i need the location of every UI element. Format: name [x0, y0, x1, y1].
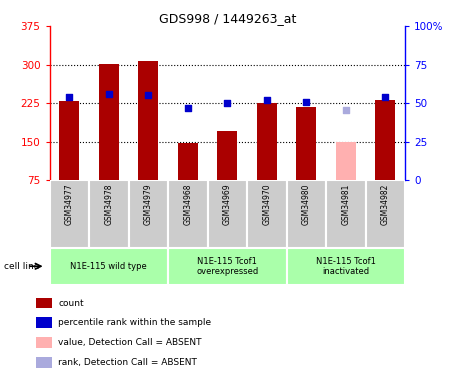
- Point: [144, 92, 152, 98]
- Bar: [207, 180, 247, 248]
- Bar: [297, 107, 316, 180]
- Bar: [375, 99, 395, 180]
- Bar: [59, 100, 79, 180]
- Text: value, Detection Call = ABSENT: value, Detection Call = ABSENT: [58, 338, 202, 347]
- Bar: [36, 337, 52, 348]
- Bar: [89, 180, 129, 248]
- Bar: [36, 298, 52, 308]
- Bar: [257, 103, 277, 180]
- Point: [342, 107, 349, 113]
- Bar: [287, 180, 326, 248]
- Point: [224, 100, 231, 106]
- Text: N1E-115 Tcof1
inactivated: N1E-115 Tcof1 inactivated: [316, 256, 376, 276]
- Point: [105, 92, 112, 98]
- Point: [303, 99, 310, 105]
- Bar: [217, 131, 237, 180]
- Bar: [326, 180, 365, 248]
- Text: N1E-115 Tcof1
overexpressed: N1E-115 Tcof1 overexpressed: [196, 256, 258, 276]
- Bar: [247, 180, 287, 248]
- Bar: [50, 248, 168, 285]
- Bar: [139, 61, 158, 180]
- Bar: [178, 142, 198, 180]
- Bar: [50, 180, 89, 248]
- Bar: [168, 180, 207, 248]
- Bar: [365, 180, 405, 248]
- Point: [184, 105, 191, 111]
- Bar: [36, 357, 52, 368]
- Text: GSM34980: GSM34980: [302, 183, 311, 225]
- Text: cell line: cell line: [4, 262, 40, 271]
- Text: GSM34979: GSM34979: [144, 183, 153, 225]
- Text: GSM34968: GSM34968: [183, 183, 192, 225]
- Bar: [36, 317, 52, 328]
- Bar: [336, 142, 356, 180]
- Bar: [168, 248, 287, 285]
- Text: GSM34970: GSM34970: [262, 183, 271, 225]
- Point: [382, 94, 389, 100]
- Text: percentile rank within the sample: percentile rank within the sample: [58, 318, 212, 327]
- Text: GSM34982: GSM34982: [381, 183, 390, 225]
- Text: rank, Detection Call = ABSENT: rank, Detection Call = ABSENT: [58, 358, 198, 367]
- Title: GDS998 / 1449263_at: GDS998 / 1449263_at: [158, 12, 296, 25]
- Point: [263, 96, 270, 102]
- Bar: [287, 248, 405, 285]
- Text: count: count: [58, 298, 84, 307]
- Bar: [99, 64, 119, 180]
- Text: N1E-115 wild type: N1E-115 wild type: [70, 262, 147, 271]
- Text: GSM34977: GSM34977: [65, 183, 74, 225]
- Text: GSM34978: GSM34978: [104, 183, 113, 225]
- Text: GSM34969: GSM34969: [223, 183, 232, 225]
- Text: GSM34981: GSM34981: [341, 183, 350, 225]
- Bar: [129, 180, 168, 248]
- Point: [66, 94, 73, 100]
